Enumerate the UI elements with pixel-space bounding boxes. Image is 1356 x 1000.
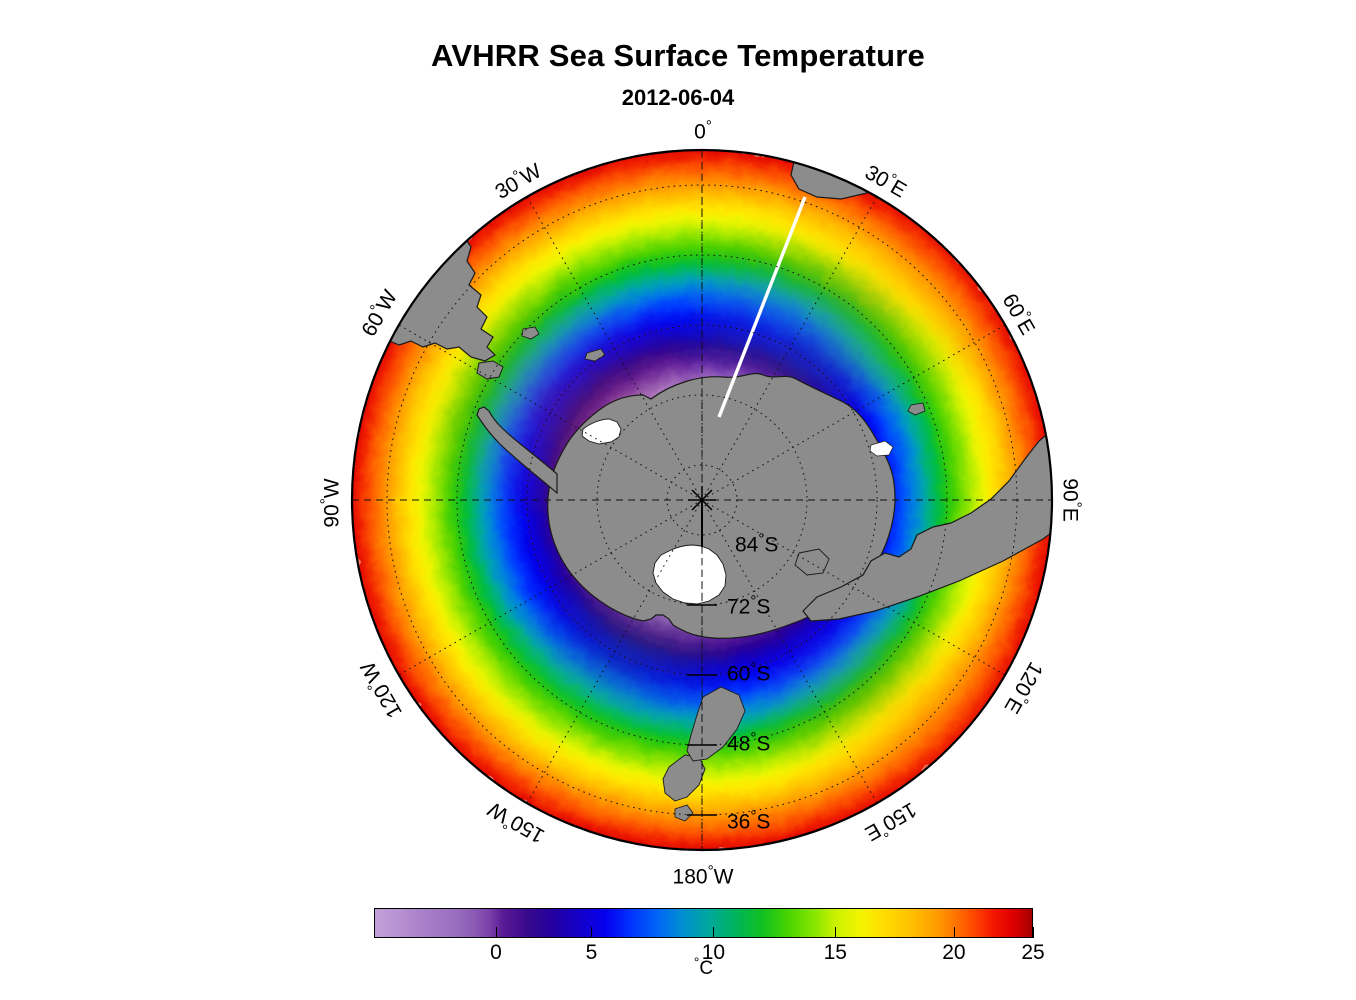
landmass-tasmania (794, 548, 830, 576)
colorbar-tick-0 (495, 927, 497, 938)
landmass-south-georgia (584, 348, 606, 362)
colorbar-tick-label-0: 0 (490, 941, 502, 964)
landmass-stewart-island (674, 804, 694, 822)
landmass-tierra-del-fuego (476, 360, 504, 380)
colorbar[interactable]: 0 5 10 15 20 25 (374, 908, 1045, 964)
longitude-label-000: 0° (694, 117, 712, 144)
longitude-label-180: 180°W (672, 862, 734, 889)
ice-shelf-ross (652, 544, 727, 605)
colorbar-unit-label: °C (693, 955, 714, 979)
colorbar-tick-20 (953, 927, 955, 938)
colorbar-tick-25 (1033, 927, 1034, 938)
colorbar-tick-5 (591, 927, 593, 938)
data-gap-swath (717, 196, 807, 418)
landmass-africa (790, 150, 912, 200)
landmass-australia (802, 430, 1052, 622)
colorbar-tick-label-15: 15 (823, 941, 847, 964)
ice-shelf-ronne (581, 418, 622, 445)
colorbar-tick-label-5: 5 (585, 941, 598, 964)
colorbar-tick-10 (713, 927, 715, 938)
figure-subtitle: 2012-06-04 (621, 85, 735, 110)
latitude-tick-marks (687, 604, 717, 816)
longitude-label-090e: 90°E (1058, 478, 1085, 522)
colorbar-tick-15 (835, 927, 837, 938)
map-boundary-circle (350, 148, 1054, 852)
page-title: AVHRR Sea Surface Temperature (431, 38, 925, 73)
landmass-antarctic-peninsula (476, 406, 558, 495)
landmass-kerguelen (907, 402, 926, 416)
pole-marker-icon (688, 486, 716, 547)
polar-map (350, 148, 1054, 852)
longitude-label-090w: 90°W (317, 478, 344, 528)
map-svg (350, 148, 1054, 852)
landmass-south-america (352, 200, 496, 362)
ice-shelf-amery (869, 440, 894, 457)
colorbar-gradient[interactable] (374, 908, 1033, 938)
colorbar-tick-label-20: 20 (942, 941, 966, 964)
colorbar-tick-label-10: 10 (701, 941, 726, 964)
colorbar-tick-label-25: 25 (1021, 941, 1045, 964)
